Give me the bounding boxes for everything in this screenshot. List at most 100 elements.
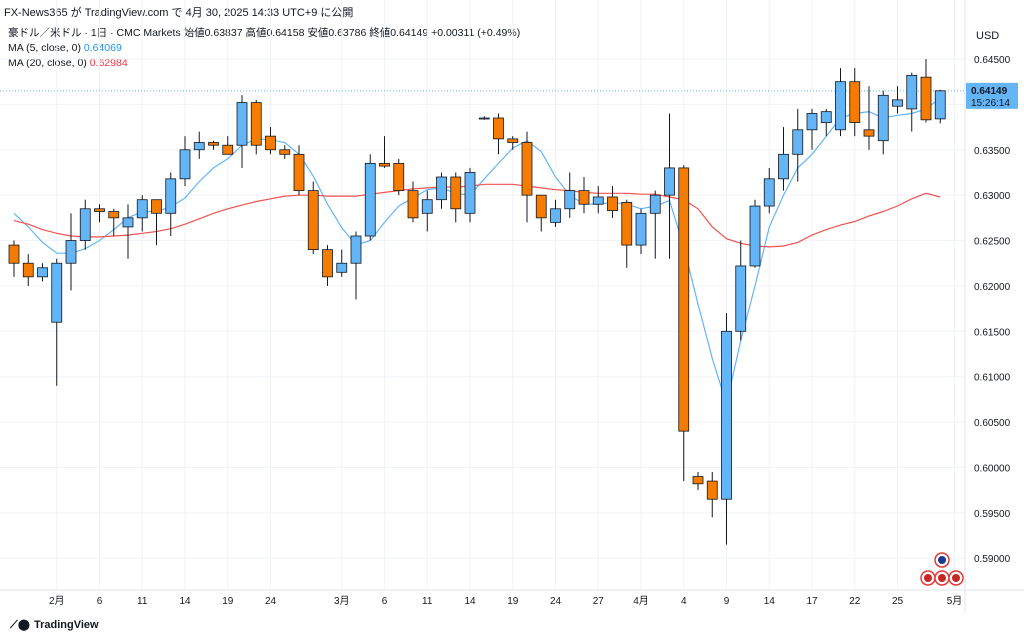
ohlc-values: 始値0.63837 高値0.64158 安値0.63786 終値0.64149 … [183,27,521,39]
candle[interactable] [792,108,804,182]
candle[interactable] [550,199,561,227]
publish-caption: FX-News365 が TradingView.com で 4月 30, 20… [4,7,354,19]
candle[interactable] [122,204,134,259]
candle[interactable] [664,113,675,259]
us-event-flag-icon[interactable] [948,570,964,586]
candle[interactable] [806,108,818,150]
candle[interactable] [635,208,647,255]
candle-body [364,162,376,237]
symbol-line[interactable]: 豪ドル／米ドル · 1日 · CMC Markets [8,27,181,39]
candle[interactable] [421,190,433,232]
candle[interactable] [450,172,462,223]
candle[interactable] [336,249,348,277]
candle-body [307,190,319,251]
candle-body [778,153,789,180]
candle[interactable] [749,199,761,268]
candle[interactable] [607,186,618,218]
flag-core [938,574,946,582]
us-event-flag-icon[interactable] [934,570,950,586]
candle[interactable] [8,240,20,277]
candle[interactable] [136,195,148,232]
candle[interactable] [436,172,447,209]
candle[interactable] [364,154,376,241]
candle[interactable] [151,199,162,246]
candle-body [621,202,633,246]
candle[interactable] [521,131,533,223]
candle-body [678,167,690,432]
candle[interactable] [307,181,319,255]
candle[interactable] [863,86,875,150]
candle[interactable] [507,136,519,150]
candle[interactable] [692,472,704,491]
currency-selector[interactable]: USD [976,30,1000,42]
candle[interactable] [478,116,490,120]
candle[interactable] [265,127,276,155]
ma5-legend-row[interactable]: MA (5, close, 0) 0.64069 [8,41,520,56]
flag-core [924,574,932,582]
candle-body [421,199,433,214]
candle[interactable] [721,313,732,545]
y-tick-label: 0.64500 [974,55,1011,66]
candle[interactable] [94,204,105,223]
candle[interactable] [906,72,918,132]
candle[interactable] [193,131,205,159]
candle[interactable] [293,145,305,196]
us-event-flag-icon[interactable] [920,570,936,586]
price-chart[interactable]: 0.59000 0.59500 0.60000 0.60500 0.61000 0.615… [0,0,1024,612]
candle[interactable] [564,172,576,218]
candle[interactable] [820,108,832,137]
x-tick-label: 19 [222,596,234,607]
candle[interactable] [79,199,91,250]
candle[interactable] [165,172,177,236]
candle[interactable] [621,199,633,268]
x-tick-label: 2月 [49,595,65,607]
candle[interactable] [877,90,889,155]
candle-body [934,90,946,120]
candle[interactable] [493,113,504,155]
tradingview-footer: ⟋⬤ TradingView [10,618,99,632]
candle[interactable] [108,208,120,236]
candle[interactable] [350,231,362,300]
candle[interactable] [208,140,219,150]
candle[interactable] [379,136,390,168]
candle[interactable] [322,245,333,286]
candle[interactable] [236,95,248,168]
candle[interactable] [51,258,63,386]
x-tick-label: 9 [724,596,730,607]
candle[interactable] [649,190,661,259]
candle[interactable] [592,186,604,214]
candle-body [65,240,77,264]
au-event-flag-icon[interactable] [934,552,950,568]
y-tick-label: 0.62500 [974,237,1011,248]
candle[interactable] [849,68,861,137]
candle[interactable] [735,240,747,341]
candle[interactable] [934,89,946,124]
candle[interactable] [678,165,690,482]
x-tick-label: 25 [892,596,904,607]
candle[interactable] [407,181,419,223]
candle[interactable] [535,194,547,232]
price-badge-value: 0.64149 [971,86,1008,97]
candle[interactable] [464,167,476,223]
candle-body [51,262,63,323]
candle[interactable] [65,213,77,291]
candle[interactable] [279,145,291,159]
candle[interactable] [393,158,405,196]
candle[interactable] [892,86,903,114]
candle[interactable] [578,177,590,214]
candle[interactable] [706,472,718,518]
candle-body [763,178,775,207]
candle[interactable] [835,68,846,137]
candle[interactable] [22,254,34,286]
candle[interactable] [222,136,234,155]
candle[interactable] [37,263,48,282]
candle[interactable] [778,127,789,191]
candle-body [749,205,761,267]
x-tick-label: 22 [849,596,861,607]
candle[interactable] [763,167,775,214]
candle[interactable] [920,59,932,123]
candle-body [293,153,305,192]
x-tick-label: 14 [764,596,776,607]
candle[interactable] [250,99,262,155]
candle[interactable] [179,136,191,187]
